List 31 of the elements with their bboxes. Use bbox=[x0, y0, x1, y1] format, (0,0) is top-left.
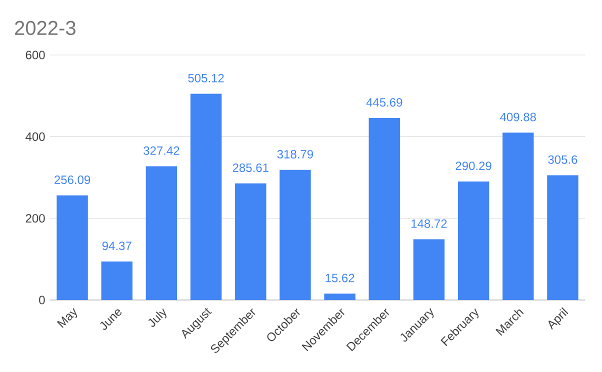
data-label: 148.72 bbox=[412, 219, 447, 228]
data-label: 290.29 bbox=[456, 162, 492, 170]
chart-title: 2022-3 bbox=[15, 20, 76, 36]
bar bbox=[324, 294, 356, 300]
bar bbox=[547, 175, 578, 300]
x-tick-label: May bbox=[56, 308, 77, 328]
y-tick-label: 400 bbox=[26, 132, 45, 141]
data-label: 285.61 bbox=[232, 164, 268, 172]
y-tick-label: 600 bbox=[26, 50, 45, 60]
data-label: 318.79 bbox=[277, 150, 313, 158]
data-label: 445.69 bbox=[366, 98, 402, 107]
bar bbox=[458, 181, 490, 300]
y-tick-label: 200 bbox=[26, 214, 45, 223]
bar bbox=[502, 132, 534, 300]
data-label: 327.42 bbox=[144, 146, 180, 155]
bar bbox=[190, 94, 222, 300]
bar bbox=[413, 239, 445, 300]
y-tick-label: 0 bbox=[39, 296, 45, 304]
bar bbox=[146, 166, 178, 300]
bar bbox=[235, 183, 266, 300]
data-label: 305.6 bbox=[548, 155, 578, 164]
bar bbox=[280, 170, 311, 300]
data-label: 15.62 bbox=[326, 274, 354, 282]
x-tick-label: July bbox=[148, 308, 166, 327]
data-label: 94.37 bbox=[102, 242, 132, 250]
bar bbox=[101, 261, 132, 300]
bar bbox=[368, 118, 400, 300]
bar bbox=[56, 195, 88, 300]
data-label: 409.88 bbox=[500, 112, 536, 122]
data-label: 505.12 bbox=[188, 74, 224, 82]
data-label: 256.09 bbox=[54, 176, 90, 184]
